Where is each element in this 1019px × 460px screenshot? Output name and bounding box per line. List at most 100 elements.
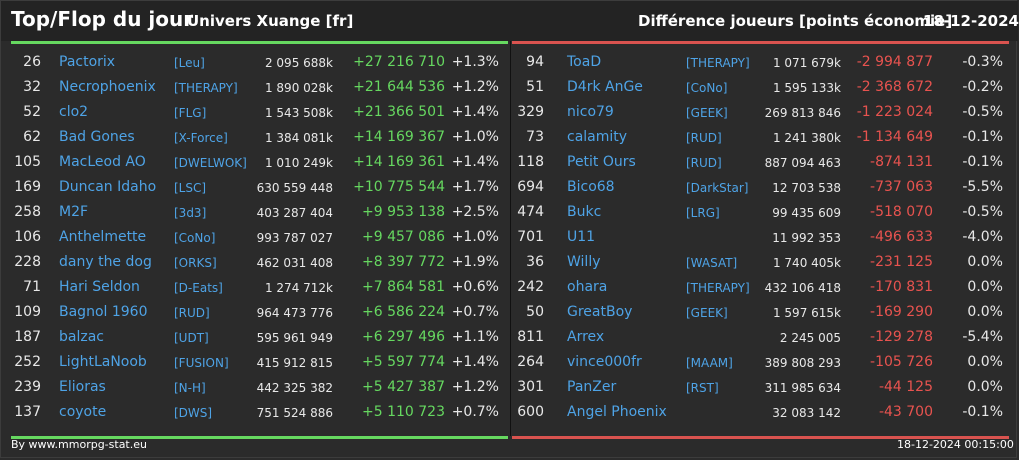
- player-alliance-link[interactable]: [THERAPY]: [174, 81, 238, 95]
- points-difference: -231 125: [870, 254, 933, 270]
- top-row: 62 Bad Gones [X-Force] 1 384 081k +14 169 36…: [11, 125, 508, 150]
- player-rank: 694: [517, 179, 544, 195]
- player-points: 2 095 688k: [264, 56, 333, 70]
- player-rank: 73: [526, 129, 544, 145]
- player-points: 595 961 949: [256, 331, 333, 345]
- player-name-link[interactable]: nico79: [567, 104, 614, 120]
- player-name-link[interactable]: Duncan Idaho: [59, 179, 157, 195]
- player-alliance-link[interactable]: [MAAM]: [686, 356, 733, 370]
- player-name-link[interactable]: Elioras: [59, 379, 106, 395]
- player-name-link[interactable]: calamity: [567, 129, 628, 145]
- player-name-link[interactable]: vince000fr: [567, 354, 642, 370]
- player-alliance-link[interactable]: [THERAPY]: [686, 281, 750, 295]
- player-alliance-link[interactable]: [GEEK]: [686, 106, 728, 120]
- player-rank: 187: [14, 329, 41, 345]
- points-difference: -737 063: [870, 179, 933, 195]
- player-alliance-link[interactable]: [RST]: [686, 381, 719, 395]
- top-row: 106 Anthelmette [CoNo] 993 787 027 +9 457 08…: [11, 225, 508, 250]
- player-alliance-link[interactable]: [RUD]: [686, 131, 722, 145]
- player-alliance-link[interactable]: [X-Force]: [174, 131, 228, 145]
- player-alliance-link[interactable]: [WASAT]: [686, 256, 738, 270]
- player-alliance-link[interactable]: [LSC]: [174, 181, 207, 195]
- player-name-link[interactable]: Necrophoenix: [59, 79, 156, 95]
- flop-row: 701 U11 11 992 353 -496 633 -4.0%: [512, 225, 1009, 250]
- player-name-link[interactable]: Anthelmette: [59, 229, 147, 245]
- player-rank: 118: [517, 154, 544, 170]
- player-rank: 329: [517, 104, 544, 120]
- points-difference: +6 297 496: [362, 329, 445, 345]
- player-alliance-link[interactable]: [DarkStar]: [686, 181, 749, 195]
- player-alliance-link[interactable]: [RUD]: [686, 156, 722, 170]
- player-alliance-link[interactable]: [FUSION]: [174, 356, 229, 370]
- player-name-link[interactable]: M2F: [59, 204, 89, 220]
- player-alliance-link[interactable]: [FLG]: [174, 106, 207, 120]
- player-name-link[interactable]: clo2: [59, 104, 89, 120]
- player-alliance-link[interactable]: [D-Eats]: [174, 281, 223, 295]
- player-alliance-link[interactable]: [GEEK]: [686, 306, 728, 320]
- percent-change: +1.2%: [451, 79, 499, 95]
- player-name-link[interactable]: Arrex: [567, 329, 605, 345]
- player-name-link[interactable]: Hari Seldon: [59, 279, 140, 295]
- player-alliance-link[interactable]: [CoNo]: [174, 231, 216, 245]
- top-row: 137 coyote [DWS] 751 524 886 +5 110 723 +0.7%: [11, 400, 508, 425]
- player-points: 751 524 886: [256, 406, 333, 420]
- points-difference: +9 457 086: [362, 229, 445, 245]
- player-rank: 137: [14, 404, 41, 420]
- points-difference: +10 775 544: [353, 179, 445, 195]
- player-name-link[interactable]: dany the dog: [59, 254, 152, 270]
- player-alliance-link[interactable]: [Leu]: [174, 56, 205, 70]
- player-name-link[interactable]: ToaD: [567, 54, 602, 70]
- player-alliance-link[interactable]: [CoNo]: [686, 81, 728, 95]
- top-row: 258 M2F [3d3] 403 287 404 +9 953 138 +2.5%: [11, 200, 508, 225]
- player-name-link[interactable]: Bico68: [567, 179, 615, 195]
- player-name-link[interactable]: Bagnol 1960: [59, 304, 148, 320]
- player-alliance-link[interactable]: [LRG]: [686, 206, 720, 220]
- player-alliance-link[interactable]: [3d3]: [174, 206, 207, 220]
- player-name-link[interactable]: Angel Phoenix: [567, 404, 667, 420]
- points-difference: +5 427 387: [362, 379, 445, 395]
- player-name-link[interactable]: ohara: [567, 279, 608, 295]
- player-alliance-link[interactable]: [RUD]: [174, 306, 210, 320]
- points-difference: -105 726: [870, 354, 933, 370]
- player-rank: 50: [526, 304, 544, 320]
- player-alliance-link[interactable]: [THERAPY]: [686, 56, 750, 70]
- footer-source[interactable]: By www.mmorpg-stat.eu: [11, 438, 147, 451]
- player-name-link[interactable]: Bukc: [567, 204, 602, 220]
- player-name-link[interactable]: Pactorix: [59, 54, 116, 70]
- points-difference: +14 169 367: [353, 129, 445, 145]
- player-name-link[interactable]: MacLeod AO: [59, 154, 146, 170]
- percent-change: +1.1%: [451, 329, 499, 345]
- player-alliance-link[interactable]: [N-H]: [174, 381, 206, 395]
- player-alliance-link[interactable]: [DWS]: [174, 406, 213, 420]
- player-name-link[interactable]: Willy: [567, 254, 601, 270]
- player-alliance-link[interactable]: [ORKS]: [174, 256, 217, 270]
- flop-row: 51 D4rk AnGe [CoNo] 1 595 133k -2 368 672 -0.…: [512, 75, 1009, 100]
- player-rank: 474: [517, 204, 544, 220]
- top-row: 52 clo2 [FLG] 1 543 508k +21 366 501 +1.4%: [11, 100, 508, 125]
- player-name-link[interactable]: D4rk AnGe: [567, 79, 643, 95]
- percent-change: +1.4%: [451, 154, 499, 170]
- points-difference: -874 131: [870, 154, 933, 170]
- player-name-link[interactable]: coyote: [59, 404, 107, 420]
- percent-change: +2.5%: [451, 204, 499, 220]
- player-name-link[interactable]: U11: [567, 229, 596, 245]
- points-difference: +5 110 723: [362, 404, 445, 420]
- player-name-link[interactable]: balzac: [59, 329, 104, 345]
- percent-change: +1.0%: [451, 229, 499, 245]
- player-rank: 52: [23, 104, 41, 120]
- percent-change: 0.0%: [967, 304, 1003, 320]
- percent-change: 0.0%: [967, 279, 1003, 295]
- player-alliance-link[interactable]: [DWELWOK]: [174, 156, 247, 170]
- player-name-link[interactable]: PanZer: [567, 379, 617, 395]
- player-name-link[interactable]: LightLaNoob: [59, 354, 147, 370]
- player-alliance-link[interactable]: [UDT]: [174, 331, 209, 345]
- difference-label: Différence joueurs [points économie]: [638, 12, 953, 30]
- player-name-link[interactable]: Bad Gones: [59, 129, 135, 145]
- percent-change: -0.5%: [962, 104, 1003, 120]
- player-name-link[interactable]: Petit Ours: [567, 154, 636, 170]
- flop-row: 301 PanZer [RST] 311 985 634 -44 125 0.0%: [512, 375, 1009, 400]
- player-points: 415 912 815: [256, 356, 333, 370]
- flop-row: 264 vince000fr [MAAM] 389 808 293 -105 726 0.…: [512, 350, 1009, 375]
- player-name-link[interactable]: GreatBoy: [567, 304, 633, 320]
